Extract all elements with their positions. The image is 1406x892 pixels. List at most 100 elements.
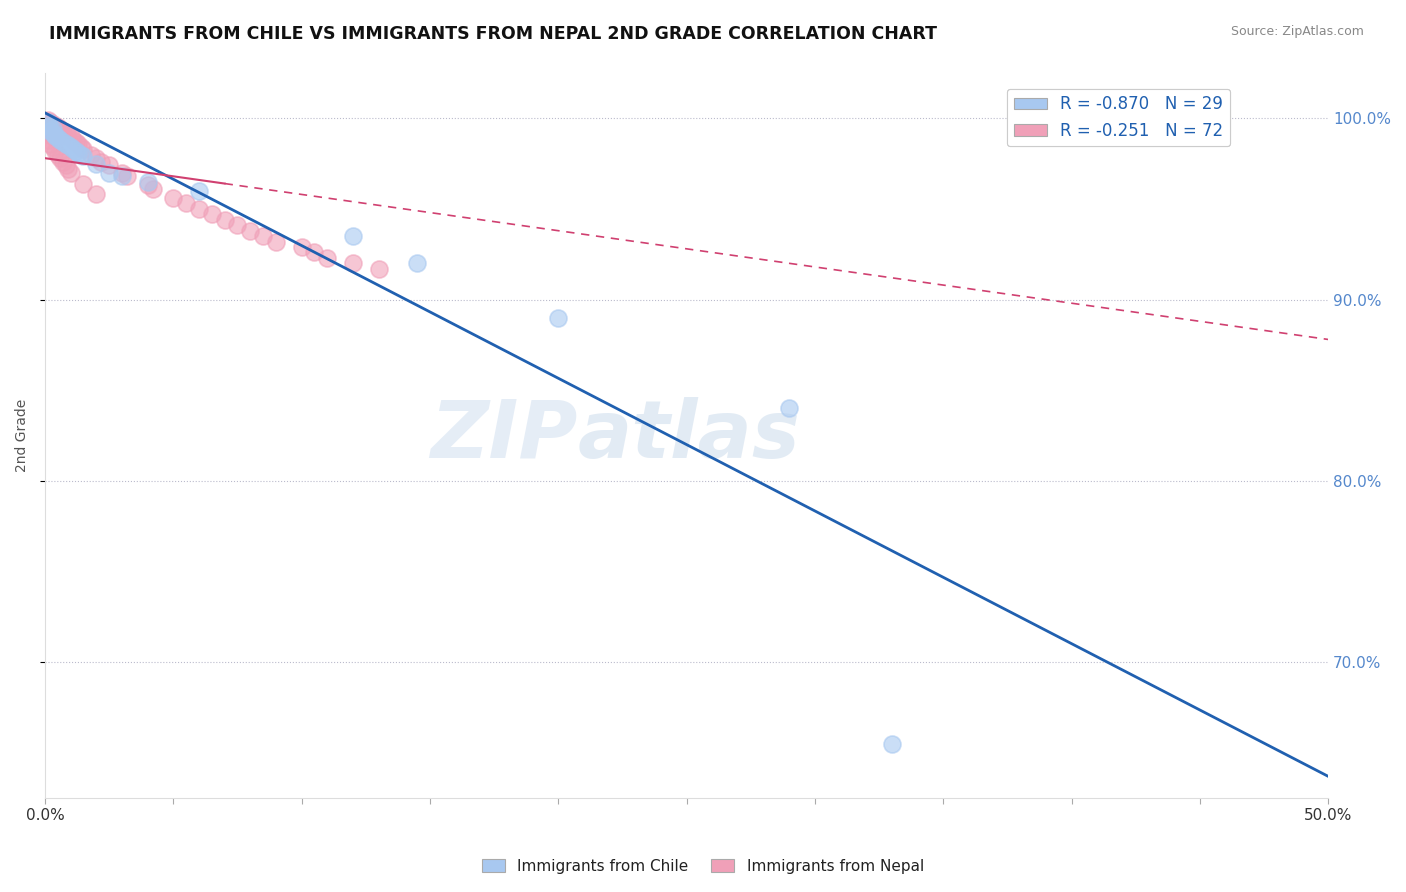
Y-axis label: 2nd Grade: 2nd Grade — [15, 399, 30, 472]
Point — [56, 128, 79, 142]
Point — [37, 119, 59, 133]
Point — [67, 145, 90, 160]
Text: Source: ZipAtlas.com: Source: ZipAtlas.com — [1230, 25, 1364, 38]
Point — [115, 169, 138, 184]
Point — [59, 129, 82, 144]
Point — [52, 129, 75, 144]
Point — [65, 135, 87, 149]
Point — [41, 117, 63, 131]
Point — [37, 115, 59, 129]
Point — [41, 124, 63, 138]
Point — [37, 117, 59, 131]
Point — [84, 156, 107, 170]
Point — [304, 245, 326, 260]
Point — [342, 256, 364, 270]
Point — [37, 133, 59, 147]
Legend: R = -0.870   N = 29, R = -0.251   N = 72: R = -0.870 N = 29, R = -0.251 N = 72 — [1007, 88, 1230, 146]
Point — [39, 124, 62, 138]
Point — [136, 175, 159, 189]
Point — [49, 151, 72, 165]
Point — [111, 166, 134, 180]
Point — [46, 131, 69, 145]
Point — [291, 240, 314, 254]
Point — [72, 177, 94, 191]
Point — [55, 126, 77, 140]
Point — [49, 133, 72, 147]
Point — [39, 120, 62, 135]
Point — [252, 229, 274, 244]
Point — [44, 119, 66, 133]
Point — [67, 136, 90, 151]
Point — [111, 169, 134, 184]
Point — [62, 133, 84, 147]
Point — [44, 128, 66, 142]
Point — [174, 196, 197, 211]
Point — [37, 119, 59, 133]
Point — [62, 142, 84, 156]
Point — [52, 124, 75, 138]
Point — [880, 737, 903, 751]
Point — [49, 122, 72, 136]
Point — [406, 256, 429, 270]
Point — [55, 136, 77, 151]
Point — [37, 113, 59, 128]
Point — [342, 229, 364, 244]
Point — [37, 115, 59, 129]
Point — [56, 162, 79, 177]
Point — [39, 115, 62, 129]
Point — [84, 151, 107, 165]
Point — [41, 119, 63, 133]
Point — [46, 147, 69, 161]
Point — [46, 128, 69, 142]
Point — [39, 122, 62, 136]
Point — [44, 144, 66, 158]
Point — [41, 129, 63, 144]
Point — [98, 166, 121, 180]
Point — [98, 158, 121, 172]
Point — [55, 158, 77, 172]
Point — [201, 207, 224, 221]
Point — [37, 124, 59, 138]
Point — [44, 129, 66, 144]
Point — [37, 120, 59, 135]
Point — [72, 142, 94, 156]
Point — [56, 138, 79, 153]
Legend: Immigrants from Chile, Immigrants from Nepal: Immigrants from Chile, Immigrants from N… — [477, 853, 929, 880]
Point — [49, 126, 72, 140]
Point — [367, 261, 389, 276]
Point — [316, 251, 339, 265]
Point — [41, 126, 63, 140]
Point — [214, 212, 236, 227]
Point — [39, 136, 62, 151]
Point — [80, 147, 103, 161]
Point — [59, 140, 82, 154]
Point — [136, 178, 159, 193]
Point — [41, 122, 63, 136]
Point — [59, 166, 82, 180]
Point — [226, 219, 249, 233]
Point — [46, 124, 69, 138]
Point — [44, 122, 66, 136]
Point — [39, 128, 62, 142]
Point — [70, 147, 93, 161]
Point — [39, 124, 62, 138]
Text: atlas: atlas — [578, 397, 800, 475]
Point — [39, 117, 62, 131]
Point — [44, 129, 66, 144]
Point — [65, 144, 87, 158]
Point — [37, 122, 59, 136]
Point — [162, 191, 184, 205]
Point — [188, 202, 211, 216]
Point — [84, 187, 107, 202]
Point — [70, 140, 93, 154]
Point — [37, 126, 59, 140]
Point — [41, 140, 63, 154]
Point — [52, 135, 75, 149]
Point — [547, 310, 569, 325]
Point — [41, 122, 63, 136]
Point — [46, 120, 69, 135]
Text: IMMIGRANTS FROM CHILE VS IMMIGRANTS FROM NEPAL 2ND GRADE CORRELATION CHART: IMMIGRANTS FROM CHILE VS IMMIGRANTS FROM… — [49, 25, 938, 43]
Point — [778, 401, 800, 416]
Point — [72, 149, 94, 163]
Point — [39, 119, 62, 133]
